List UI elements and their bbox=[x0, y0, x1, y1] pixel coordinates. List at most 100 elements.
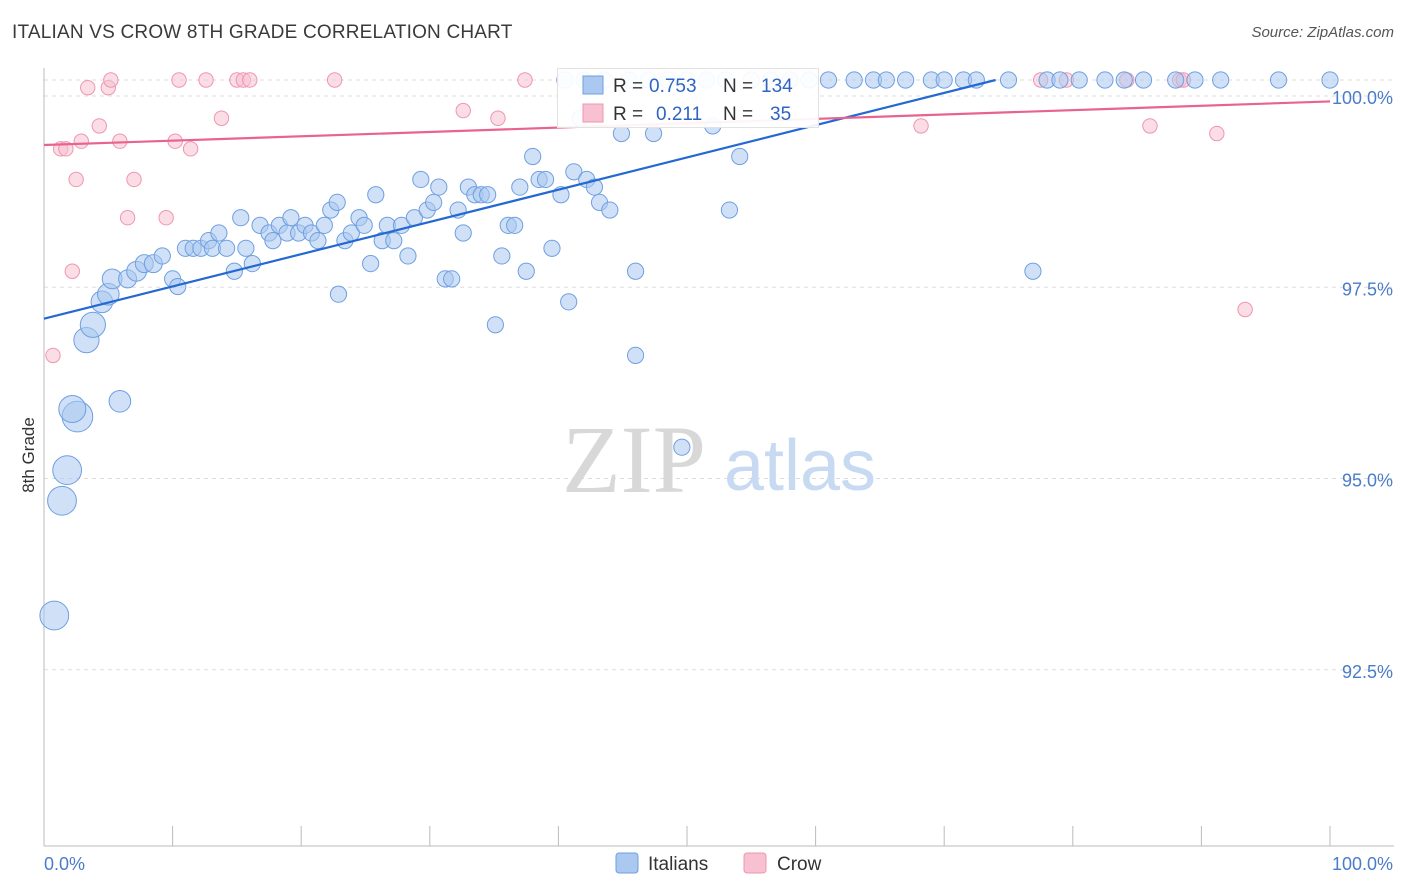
crow-point bbox=[913, 118, 929, 134]
italians-point bbox=[218, 239, 236, 257]
italians-point bbox=[720, 201, 739, 219]
italians-point bbox=[845, 71, 863, 89]
crow-point bbox=[91, 118, 107, 134]
italians-r-value: 0.753 bbox=[649, 76, 697, 97]
italians-point bbox=[1115, 71, 1133, 89]
crow-point bbox=[119, 210, 136, 226]
watermark-atlas: atlas bbox=[724, 426, 876, 506]
italians-point bbox=[399, 247, 417, 265]
italians-point bbox=[626, 346, 645, 364]
crow-stat-swatch bbox=[582, 103, 604, 123]
italians-point bbox=[1167, 71, 1185, 89]
italians-point bbox=[1024, 262, 1042, 280]
italians-r-label: R = bbox=[613, 76, 643, 97]
italians-point bbox=[1321, 71, 1339, 89]
watermark: ZIP atlas bbox=[562, 406, 876, 513]
italians-stat-swatch bbox=[582, 75, 604, 95]
crow-point bbox=[64, 263, 80, 279]
crow-n-label: N = bbox=[723, 104, 753, 125]
italians-point bbox=[58, 394, 87, 423]
y-tick-label: 92.5% bbox=[1342, 662, 1393, 682]
y-tick-label: 97.5% bbox=[1342, 279, 1393, 299]
italians-point bbox=[819, 71, 838, 89]
crow-point bbox=[1209, 125, 1225, 142]
italians-point bbox=[430, 178, 448, 196]
italians-point bbox=[1096, 71, 1114, 89]
crow-point bbox=[158, 210, 174, 226]
italians-point bbox=[362, 255, 380, 273]
italians-point bbox=[1134, 71, 1153, 89]
crow-point bbox=[171, 72, 187, 88]
italians-point bbox=[731, 147, 749, 166]
italians-point bbox=[412, 170, 430, 189]
italians-point bbox=[210, 224, 228, 242]
italians-point bbox=[1186, 71, 1204, 89]
italians-point bbox=[1269, 71, 1288, 89]
italians-point bbox=[425, 193, 443, 211]
italians-point bbox=[517, 262, 535, 280]
italians-point bbox=[454, 224, 472, 242]
legend-italians-label: Italians bbox=[648, 854, 708, 875]
italians-point bbox=[1212, 71, 1230, 89]
italians-point bbox=[560, 293, 578, 311]
grid-layer bbox=[44, 79, 1394, 671]
crow-r-value: 0.211 bbox=[656, 104, 702, 125]
italians-point bbox=[673, 438, 691, 456]
crow-point bbox=[490, 110, 506, 126]
italians-point bbox=[367, 186, 385, 204]
italians-point bbox=[39, 600, 70, 631]
y-tick-label: 100.0% bbox=[1332, 88, 1393, 108]
italians-point bbox=[565, 163, 583, 181]
italians-point bbox=[108, 390, 132, 413]
crow-point bbox=[126, 171, 142, 188]
source-label: Source: ZipAtlas.com bbox=[1251, 24, 1394, 41]
italians-point bbox=[479, 186, 497, 204]
italians-point bbox=[493, 247, 511, 265]
crow-point bbox=[80, 79, 96, 96]
x-tick-label-left: 0.0% bbox=[44, 854, 85, 874]
crow-point bbox=[198, 72, 214, 88]
italians-point bbox=[232, 209, 250, 227]
italians-point bbox=[355, 216, 373, 234]
italians-point bbox=[443, 270, 461, 288]
italians-point bbox=[511, 178, 529, 196]
y-axis-label: 8th Grade bbox=[19, 417, 38, 493]
chart-title: ITALIAN VS CROW 8TH GRADE CORRELATION CH… bbox=[12, 22, 513, 43]
points-layer bbox=[39, 71, 1339, 631]
italians-point bbox=[264, 232, 282, 250]
x-tick-label-right: 100.0% bbox=[1332, 854, 1393, 874]
italians-point bbox=[47, 485, 77, 516]
italians-point bbox=[79, 311, 106, 338]
italians-point bbox=[328, 193, 346, 211]
italians-n-label: N = bbox=[723, 76, 753, 97]
watermark-zip: ZIP bbox=[562, 406, 706, 513]
crow-n-value: 35 bbox=[770, 104, 791, 125]
italians-point bbox=[282, 209, 300, 227]
crow-point bbox=[68, 171, 84, 188]
italians-point bbox=[1051, 71, 1069, 89]
italians-point bbox=[524, 147, 542, 166]
italians-point bbox=[243, 255, 261, 273]
crow-point bbox=[213, 110, 230, 126]
italians-point bbox=[601, 201, 619, 219]
legend-italians-swatch bbox=[615, 852, 639, 874]
italians-point bbox=[506, 216, 524, 234]
italians-point bbox=[237, 239, 255, 257]
crow-point bbox=[242, 72, 258, 88]
crow-point bbox=[73, 133, 89, 149]
crow-point bbox=[45, 347, 61, 364]
italians-point bbox=[385, 232, 403, 250]
crow-point bbox=[1142, 118, 1158, 134]
series-legend: Italians Crow bbox=[0, 851, 1406, 877]
italians-point bbox=[486, 316, 504, 334]
italians-point bbox=[877, 71, 895, 89]
italians-point bbox=[897, 71, 915, 89]
crow-r-label: R = bbox=[613, 104, 643, 125]
crow-point bbox=[455, 102, 471, 119]
italians-point bbox=[153, 247, 171, 265]
crow-point bbox=[1237, 301, 1253, 318]
italians-trend-line bbox=[43, 78, 996, 320]
italians-point bbox=[309, 232, 327, 250]
italians-point bbox=[315, 216, 333, 234]
